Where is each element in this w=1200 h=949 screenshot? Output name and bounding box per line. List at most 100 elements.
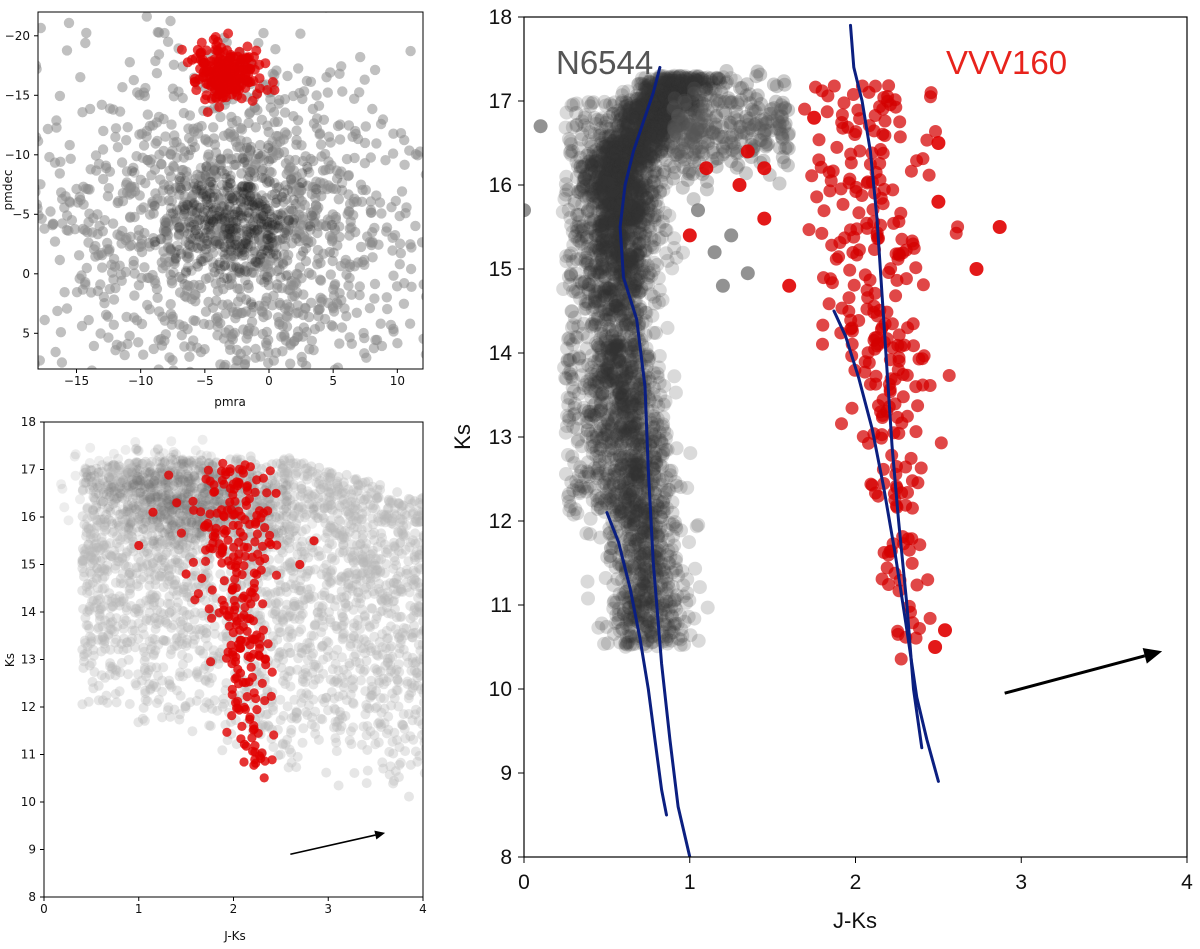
cmd-small-field-point: [394, 648, 405, 659]
cmd-small-field-point: [302, 655, 313, 666]
cmd-small-field-point: [339, 572, 350, 583]
pm-field-point: [321, 72, 332, 83]
pm-field-point: [81, 262, 93, 274]
cmd-small-field-point: [114, 597, 125, 608]
cmd-small-field-point: [115, 573, 126, 584]
cmd-small-field-point: [153, 618, 164, 629]
pm-cluster-point: [218, 272, 230, 284]
cmd-small-field-point: [407, 715, 418, 726]
cmd-small-field-point: [425, 732, 435, 742]
cmd-small-field-point: [348, 522, 359, 533]
cmd-small-field-point: [119, 470, 130, 481]
pm-cluster-point: [267, 237, 278, 248]
pm-cluster-point: [185, 221, 196, 232]
pm-cluster-point: [168, 208, 179, 219]
cmd-small-field-point: [422, 598, 423, 603]
pm-field-point: [173, 394, 183, 404]
cmd-small-field-point: [395, 611, 405, 622]
pm-field-point: [132, 421, 142, 431]
cmd-small-field-point: [422, 769, 423, 772]
pm-field-point: [399, 134, 410, 146]
cmd-small-field-point: [324, 481, 335, 492]
cmd-small-field-point: [135, 519, 146, 530]
pm-field-point: [236, 168, 247, 179]
cmd-small-field-point: [176, 516, 187, 527]
pm-field-point: [367, 252, 378, 263]
cmd-small-field-point: [355, 575, 366, 586]
cmd-small-field-point: [119, 559, 130, 570]
pm-cluster-point: [222, 181, 233, 193]
cmd-small-field-point: [396, 506, 407, 517]
cmd-small-field-point: [175, 667, 186, 678]
cmd-small-field-point: [385, 578, 396, 589]
pm-field-point: [280, 223, 291, 235]
pm-cluster-point: [207, 179, 219, 191]
pm-field-point: [142, 109, 153, 120]
cmd-small-field-point: [393, 633, 404, 643]
cmd-small-field-point: [177, 619, 188, 630]
cmd-small-field-point: [278, 455, 289, 466]
pm-field-point: [203, 149, 214, 160]
cmd-small-field-point: [174, 565, 185, 575]
cmd-small-field-point: [278, 648, 289, 659]
cmd-small-field-point: [328, 650, 339, 661]
pm-field-point: [75, 72, 86, 83]
pm-field-point: [320, 220, 331, 232]
pm-field-point: [147, 198, 158, 209]
cmd-small-field-point: [295, 490, 306, 501]
pm-field-point: [45, 206, 56, 217]
cmd-small-field-point: [79, 651, 89, 662]
cmd-small-field-point: [347, 550, 358, 561]
cmd-small-field-point: [183, 476, 194, 486]
pm-field-point: [95, 279, 106, 290]
pm-cluster-point: [258, 210, 269, 221]
cmd-small-field-point: [403, 493, 414, 504]
pm-field-point: [178, 321, 189, 332]
cmd-small-field-point: [343, 484, 354, 495]
pm-field-point: [77, 107, 88, 118]
pm-field-point: [168, 365, 179, 369]
pm-field-point: [410, 220, 421, 232]
pm-cluster-point: [179, 204, 190, 215]
cmd-small-field-point: [383, 593, 394, 604]
cmd-small-field-point: [314, 462, 325, 473]
cmd-small-field-point: [378, 679, 389, 690]
pm-field-point: [354, 289, 365, 301]
cmd-small-field-point: [166, 558, 177, 569]
cmd-small-field-point: [140, 694, 151, 705]
pm-field-point: [198, 187, 209, 198]
pm-field-point: [153, 335, 164, 346]
pm-cluster-point: [279, 227, 290, 238]
pm-cluster-point: [214, 239, 226, 250]
cmd-small-field-point: [187, 726, 198, 737]
cmd-small-field-point: [297, 648, 307, 659]
pm-field-point: [144, 120, 156, 132]
pm-field-point: [404, 318, 416, 329]
pm-cluster-point: [208, 214, 219, 226]
cmd-small-field-point: [218, 693, 229, 704]
cmd-small-field-point: [99, 583, 110, 594]
pm-cluster-point: [237, 244, 248, 255]
pm-field-point: [327, 255, 338, 267]
cmd-small-field-point: [180, 703, 191, 714]
cmd-small-field-point: [302, 493, 313, 504]
pm-field-point: [341, 311, 352, 322]
pm-field-point: [116, 238, 127, 249]
cmd-small-field-point: [154, 614, 165, 625]
pm-field-point: [134, 129, 145, 140]
cmd-small-field-point: [349, 651, 360, 662]
cmd-small-field-point: [391, 578, 402, 589]
pm-cluster-point: [246, 299, 257, 310]
cmd-small-field-point: [181, 638, 192, 648]
cmd-small-field-point: [351, 474, 362, 484]
pm-cluster-point: [211, 239, 223, 250]
pm-field-point: [308, 155, 319, 167]
cmd-small-field-point: [167, 510, 178, 521]
pm-field-point: [315, 139, 327, 150]
pm-field-point: [350, 125, 361, 137]
pm-field-point: [254, 139, 266, 151]
pm-cluster-point: [239, 181, 251, 192]
cmd-small-field-point: [275, 580, 286, 591]
cmd-small-field-point: [300, 594, 311, 605]
cmd-small-field-point: [306, 461, 317, 472]
